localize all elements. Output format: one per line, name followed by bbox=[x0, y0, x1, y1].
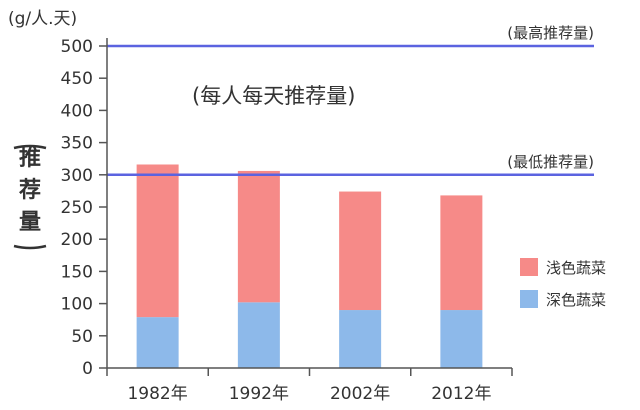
bar-dark-veg-1 bbox=[237, 302, 280, 368]
legend-swatch bbox=[520, 258, 538, 276]
y-tick-label: 100 bbox=[61, 295, 93, 315]
chart-annotation: (每人每天推荐量) bbox=[192, 84, 355, 108]
y-tick-label: 150 bbox=[61, 262, 93, 282]
x-tick-label: 2012年 bbox=[431, 384, 491, 404]
bar-light-veg-0 bbox=[136, 164, 179, 318]
y-axis-title-paren-bottom bbox=[13, 244, 47, 250]
legend-label: 深色蔬菜 bbox=[546, 291, 606, 309]
y-tick-label: 300 bbox=[61, 166, 93, 186]
y-axis-title-paren-top bbox=[13, 144, 47, 150]
bar-dark-veg-3 bbox=[440, 310, 483, 368]
y-tick-label: 400 bbox=[61, 101, 93, 121]
y-tick-label: 450 bbox=[61, 69, 93, 89]
y-tick-label: 200 bbox=[61, 230, 93, 250]
bar-dark-veg-2 bbox=[339, 310, 382, 368]
bar-light-veg-2 bbox=[339, 191, 382, 311]
y-tick-label: 0 bbox=[82, 359, 93, 379]
y-axis-label: 推荐量 bbox=[13, 144, 47, 250]
x-tick-label: 1982年 bbox=[127, 384, 187, 404]
y-tick-label: 350 bbox=[61, 134, 93, 154]
y-tick-label: 50 bbox=[71, 327, 93, 347]
reference-line-label: (最低推荐量) bbox=[507, 153, 594, 171]
y-axis-title: 推荐量 bbox=[19, 146, 41, 235]
bar-light-veg-1 bbox=[237, 170, 280, 303]
bar-dark-veg-0 bbox=[136, 317, 179, 368]
legend-label: 浅色蔬菜 bbox=[546, 259, 606, 277]
y-tick-label: 250 bbox=[61, 198, 93, 218]
reference-line-label: (最高推荐量) bbox=[507, 24, 594, 42]
unit-label: (g/人.天) bbox=[8, 9, 77, 29]
y-tick-label: 500 bbox=[61, 37, 93, 57]
bar-light-veg-3 bbox=[440, 195, 483, 311]
legend-swatch bbox=[520, 290, 538, 308]
x-tick-label: 1992年 bbox=[229, 384, 289, 404]
x-tick-label: 2002年 bbox=[330, 384, 390, 404]
